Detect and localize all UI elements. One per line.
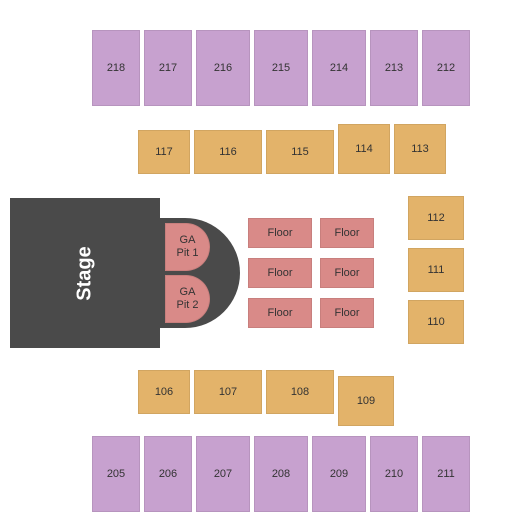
section-113[interactable]: 113 <box>394 124 446 174</box>
section-217[interactable]: 217 <box>144 30 192 106</box>
section-114[interactable]: 114 <box>338 124 390 174</box>
section-212[interactable]: 212 <box>422 30 470 106</box>
section-110[interactable]: 110 <box>408 300 464 344</box>
section-209[interactable]: 209 <box>312 436 366 512</box>
section-109[interactable]: 109 <box>338 376 394 426</box>
section-108[interactable]: 108 <box>266 370 334 414</box>
section-115[interactable]: 115 <box>266 130 334 174</box>
section-floor[interactable]: Floor <box>320 218 374 248</box>
section-206[interactable]: 206 <box>144 436 192 512</box>
stage-block[interactable]: Stage <box>10 198 160 348</box>
section-106[interactable]: 106 <box>138 370 190 414</box>
section-116[interactable]: 116 <box>194 130 262 174</box>
section-111[interactable]: 111 <box>408 248 464 292</box>
section-208[interactable]: 208 <box>254 436 308 512</box>
section-floor[interactable]: Floor <box>248 298 312 328</box>
section-214[interactable]: 214 <box>312 30 366 106</box>
section-211[interactable]: 211 <box>422 436 470 512</box>
section-218[interactable]: 218 <box>92 30 140 106</box>
section-215[interactable]: 215 <box>254 30 308 106</box>
section-floor[interactable]: Floor <box>248 218 312 248</box>
seating-chart: Stage GA Pit 1GA Pit 2 21821721621521421… <box>0 0 525 525</box>
section-floor[interactable]: Floor <box>248 258 312 288</box>
section-210[interactable]: 210 <box>370 436 418 512</box>
section-216[interactable]: 216 <box>196 30 250 106</box>
section-112[interactable]: 112 <box>408 196 464 240</box>
section-floor[interactable]: Floor <box>320 298 374 328</box>
section-207[interactable]: 207 <box>196 436 250 512</box>
section-117[interactable]: 117 <box>138 130 190 174</box>
stage-label: Stage <box>74 246 97 300</box>
section-floor[interactable]: Floor <box>320 258 374 288</box>
pit-area: GA Pit 1GA Pit 2 <box>160 218 240 328</box>
section-107[interactable]: 107 <box>194 370 262 414</box>
section-205[interactable]: 205 <box>92 436 140 512</box>
section-213[interactable]: 213 <box>370 30 418 106</box>
